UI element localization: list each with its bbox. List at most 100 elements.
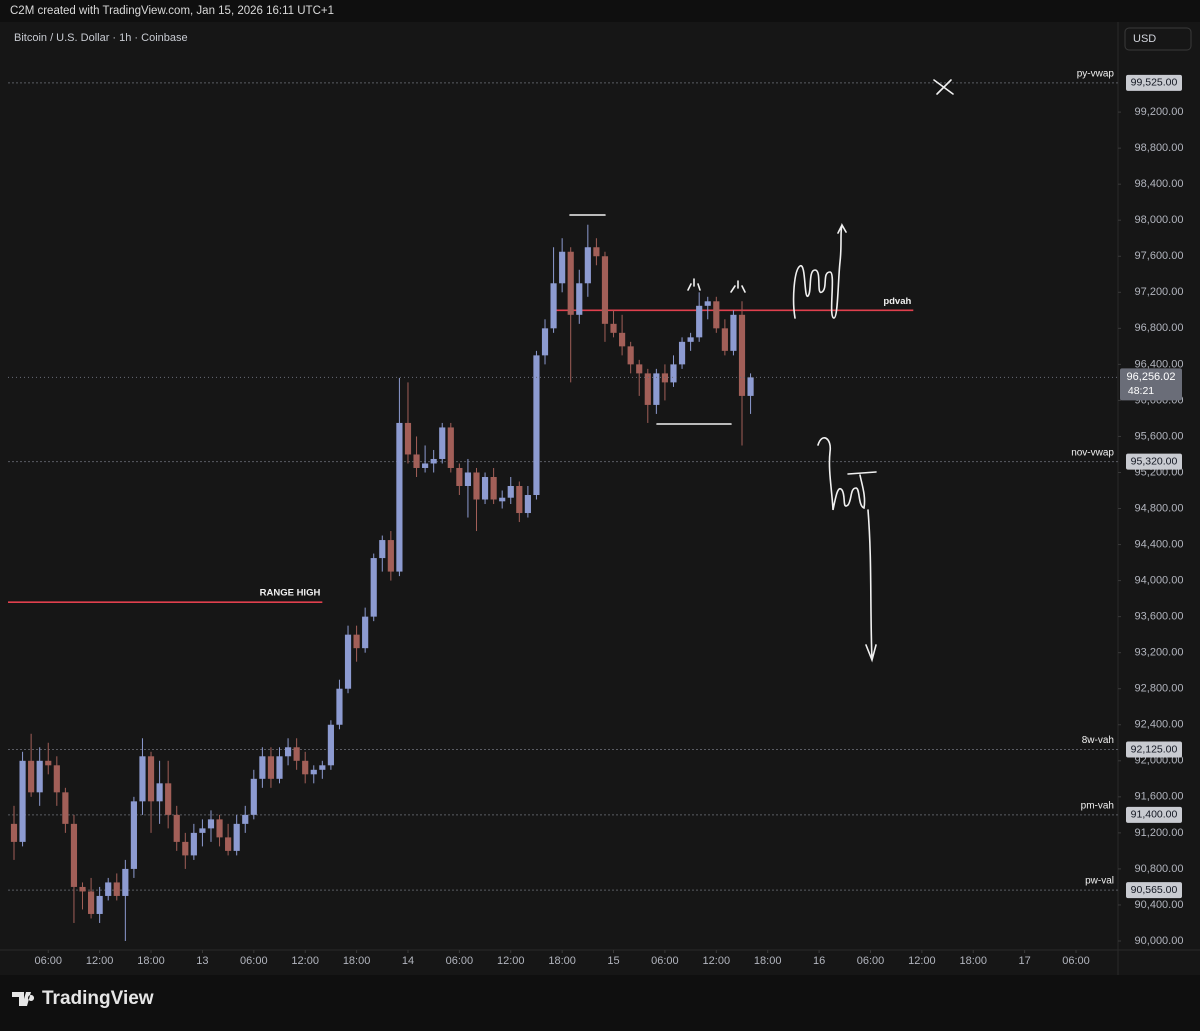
x-tick-label: 18:00 [548, 955, 576, 967]
candle-body [36, 760, 43, 793]
level-value-box [1126, 882, 1182, 899]
candle-body [344, 634, 352, 689]
candle-body [267, 756, 275, 779]
level-value-box [1126, 453, 1182, 470]
candle-body [362, 616, 369, 649]
x-tick-label: 06:00 [34, 955, 62, 967]
x-tick-label: 15 [607, 955, 619, 967]
candle-body [19, 760, 26, 842]
x-tick-label: 13 [196, 955, 208, 967]
level-value-label: 95,320.00 [1131, 455, 1178, 467]
candle-body [576, 283, 583, 315]
x-tick-label: 12:00 [908, 955, 936, 967]
candle-body [413, 454, 420, 468]
candle-body [28, 760, 35, 793]
y-tick-label: 94,800.00 [1135, 502, 1184, 514]
candle-body [53, 765, 60, 793]
x-tick-label: 06:00 [651, 955, 679, 967]
candle-body [687, 337, 694, 342]
x-tick-label: 16 [813, 955, 825, 967]
candle-body [147, 756, 155, 802]
candle-body [541, 328, 549, 356]
candle-body [276, 756, 283, 779]
candle-body [96, 895, 103, 914]
candle-body [336, 688, 343, 725]
candle-body [62, 792, 69, 824]
y-tick-label: 91,200.00 [1135, 827, 1184, 839]
chart-title: Bitcoin / U.S. Dollar · 1h · Coinbase [14, 32, 188, 44]
candle-body [464, 472, 472, 486]
level-value-box [1126, 806, 1182, 823]
candle-body [550, 283, 557, 329]
candle-body [738, 314, 746, 396]
candle-body [327, 724, 334, 766]
candle-body [456, 467, 463, 486]
candle-body [721, 328, 728, 351]
x-tick-label: 12:00 [291, 955, 319, 967]
drawing-ticks [687, 278, 746, 293]
candle-body [481, 476, 489, 500]
y-tick-label: 94,000.00 [1135, 575, 1184, 587]
candle-body [173, 814, 180, 842]
candle-body [636, 364, 643, 374]
candle-body [319, 765, 326, 770]
x-tick-label: 06:00 [240, 955, 268, 967]
y-tick-label: 98,000.00 [1135, 214, 1184, 226]
y-tick-label: 97,200.00 [1135, 286, 1184, 298]
y-tick-label: 96,400.00 [1135, 358, 1184, 370]
currency-box[interactable] [1124, 27, 1192, 51]
candle-body [499, 497, 506, 502]
candle-body [250, 778, 257, 815]
candle-body [713, 301, 720, 329]
candle-body [730, 314, 737, 351]
level-value-label: 90,565.00 [1131, 884, 1178, 896]
x-tick-label: 06:00 [857, 955, 885, 967]
x-tick-label: 06:00 [1062, 955, 1090, 967]
candle-body [404, 422, 412, 455]
y-tick-label: 97,600.00 [1135, 250, 1184, 262]
candle-body [653, 373, 660, 405]
y-tick-label: 92,400.00 [1135, 719, 1184, 731]
currency[interactable]: USD [1133, 33, 1156, 45]
candle-body [130, 801, 137, 869]
x-tick-label: 12:00 [497, 955, 525, 967]
x-tick-label: 12:00 [86, 955, 114, 967]
level-name: py-vwap [1077, 68, 1115, 79]
candle-body [182, 841, 189, 856]
candle-body [165, 783, 172, 815]
candle-body [353, 634, 360, 649]
level-value-label: 91,400.00 [1131, 809, 1178, 821]
x-tick-label: 18:00 [959, 955, 987, 967]
candle-body [696, 305, 703, 338]
candle-body [439, 427, 446, 459]
candle-body [559, 251, 566, 284]
candle-body [379, 540, 386, 559]
candle-body [293, 747, 300, 761]
candle-body [430, 458, 437, 464]
level-name: nov-vwap [1071, 447, 1114, 458]
brand-logo: TradingView [12, 988, 154, 1009]
candle-body [593, 247, 600, 257]
candle-body [610, 323, 617, 333]
y-tick-label: 93,600.00 [1135, 611, 1184, 623]
candle-body [225, 837, 232, 851]
drawing-cross [933, 79, 954, 95]
x-tick-label: 06:00 [446, 955, 474, 967]
zone-label: RANGE HIGH [260, 588, 321, 599]
y-tick-label: 99,200.00 [1135, 106, 1184, 118]
level-value-label: 92,125.00 [1131, 743, 1178, 755]
candle-body [259, 756, 266, 779]
candle-body [284, 747, 292, 757]
candle-body [70, 823, 78, 887]
candle-body [79, 886, 86, 892]
candle-body [199, 828, 206, 833]
candle-body [87, 891, 95, 914]
candle-body [370, 558, 377, 617]
candle-body [447, 427, 454, 468]
y-tick-label: 95,600.00 [1135, 430, 1184, 442]
candle-body [122, 868, 129, 896]
candle-body [105, 882, 112, 896]
drawing-arrow-up [792, 222, 847, 319]
candle-body [704, 301, 711, 306]
